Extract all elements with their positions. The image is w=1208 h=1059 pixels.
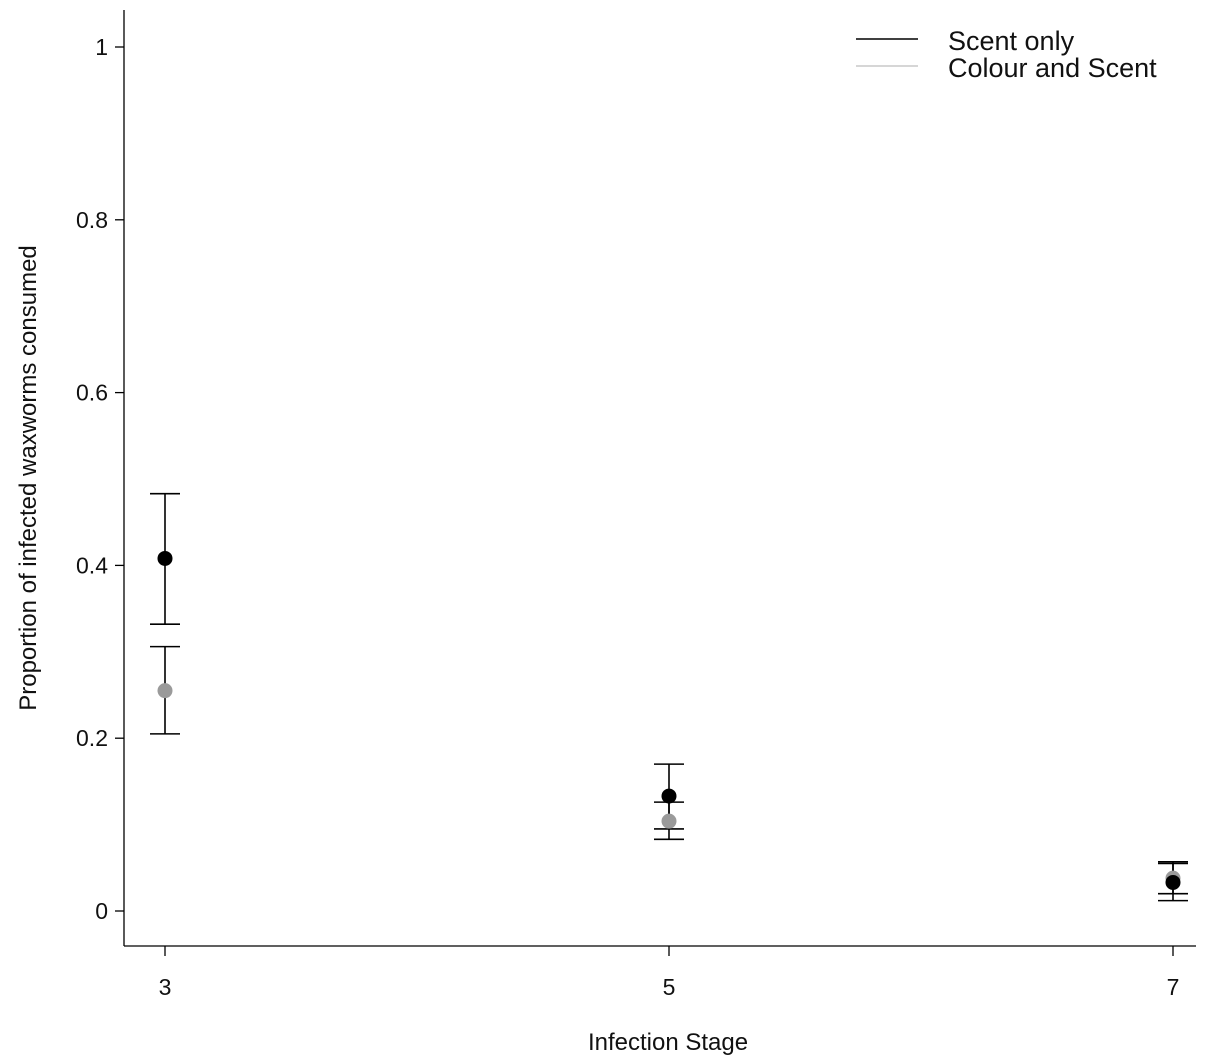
y-ticks: 0 0.2 0.4 0.6 0.8 1 <box>76 34 124 924</box>
y-tick-label: 0.4 <box>76 552 108 578</box>
x-tick-label: 5 <box>663 974 676 1000</box>
axes <box>123 10 1196 947</box>
y-tick-label: 0 <box>95 898 108 924</box>
y-tick-label: 1 <box>95 34 108 60</box>
x-tick-label: 7 <box>1167 974 1180 1000</box>
legend-label-colour-and-scent: Colour and Scent <box>948 53 1157 83</box>
x-axis-title: Infection Stage <box>588 1029 748 1056</box>
error-bars <box>150 492 1188 902</box>
y-tick-label: 0.6 <box>76 380 108 406</box>
y-tick-label: 0.8 <box>76 207 108 233</box>
x-ticks: 3 5 7 <box>159 946 1180 1000</box>
y-axis-title: Proportion of infected waxworms consumed <box>15 245 42 711</box>
point-colour-and-scent <box>157 683 173 699</box>
legend: Scent only Colour and Scent <box>856 26 1157 83</box>
point-scent-only <box>661 788 677 804</box>
data-points <box>157 550 1181 890</box>
point-scent-only <box>157 550 173 566</box>
legend-label-scent-only: Scent only <box>948 26 1075 56</box>
point-scent-only <box>1165 874 1181 890</box>
point-colour-and-scent <box>661 813 677 829</box>
x-tick-label: 3 <box>159 974 172 1000</box>
y-tick-label: 0.2 <box>76 725 108 751</box>
